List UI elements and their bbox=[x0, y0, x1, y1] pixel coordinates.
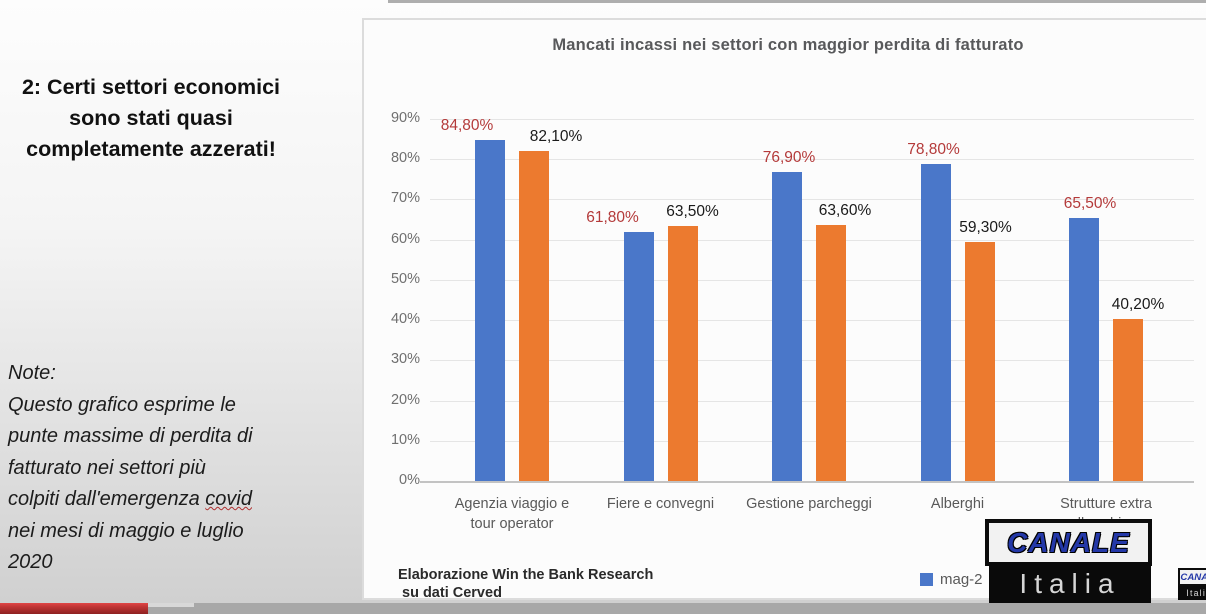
bar-orange-group-3 bbox=[816, 225, 846, 481]
note-line: nei mesi di maggio e luglio bbox=[8, 519, 244, 542]
bar-value-label: 40,20% bbox=[1111, 296, 1165, 314]
slide-note: Note: Questo grafico esprime le punte ma… bbox=[8, 358, 253, 579]
note-line: punte massime di perdita di bbox=[8, 425, 253, 447]
chart-source-note: Elaborazione Win the Bank Research su da… bbox=[398, 566, 653, 602]
x-category-label: Agenzia viaggio e tour operator bbox=[454, 496, 570, 532]
slide-headline: 2: Certi settori economici sono stati qu… bbox=[21, 75, 281, 161]
bar-orange-group-2 bbox=[667, 225, 698, 481]
video-progress-played[interactable] bbox=[0, 603, 148, 614]
bar-blue-group-2 bbox=[623, 232, 654, 481]
mini-logo-bottom: Italia bbox=[1178, 586, 1206, 600]
gridline bbox=[430, 400, 1194, 402]
y-tick-label: 90% bbox=[390, 110, 420, 126]
bar-value-label: 61,80% bbox=[586, 209, 639, 227]
y-tick-label: 20% bbox=[390, 391, 420, 408]
legend-swatch-blue bbox=[920, 573, 933, 586]
logo-text-canale: CANALE bbox=[1007, 526, 1130, 558]
bar-value-label: 65,50% bbox=[1063, 194, 1117, 212]
x-category-label: Alberghi bbox=[930, 496, 985, 512]
note-line: Questo grafico esprime le bbox=[8, 393, 236, 416]
gridline bbox=[430, 320, 1194, 322]
bar-blue-group-1 bbox=[475, 139, 505, 481]
bar-blue-group-5 bbox=[1069, 217, 1099, 481]
bar-value-label: 59,30% bbox=[959, 219, 1012, 237]
gridline bbox=[430, 199, 1194, 201]
canale-italia-logo-bottom: Italia bbox=[989, 562, 1151, 606]
video-progress-buffer bbox=[148, 603, 194, 607]
bar-value-label: 84,80% bbox=[440, 116, 494, 134]
mini-logo-text-italia: Italia bbox=[1186, 587, 1206, 598]
note-covid-word: covid bbox=[205, 488, 252, 510]
note-line: 2020 bbox=[8, 551, 53, 573]
source-line-1: Elaborazione Win the Bank Research bbox=[398, 567, 654, 583]
bar-orange-group-5 bbox=[1113, 319, 1143, 481]
y-tick-label: 70% bbox=[390, 190, 420, 207]
gridline bbox=[430, 119, 1194, 120]
y-tick-label: 40% bbox=[390, 311, 420, 328]
y-tick-label: 30% bbox=[390, 351, 420, 368]
chart-card: Mancati incassi nei settori con maggior … bbox=[362, 18, 1206, 602]
mini-logo-top: CANALE bbox=[1178, 568, 1206, 586]
x-axis-line bbox=[420, 481, 1194, 483]
bar-value-label: 82,10% bbox=[529, 127, 583, 145]
top-edge-shadow bbox=[388, 0, 1206, 3]
note-covid-prefix: colpiti dall'emergenza bbox=[8, 488, 206, 510]
y-tick-label: 10% bbox=[390, 431, 420, 448]
x-category-label: Gestione parcheggi bbox=[746, 496, 872, 512]
gridline bbox=[430, 360, 1194, 362]
source-line-2: su dati Cerved bbox=[402, 585, 502, 601]
chart-legend: mag-2 bbox=[920, 571, 983, 588]
bar-value-label: 78,80% bbox=[907, 141, 960, 159]
bar-orange-group-1 bbox=[519, 150, 549, 481]
note-line-covid: colpiti dall'emergenza covid bbox=[8, 484, 253, 516]
bar-orange-group-4 bbox=[964, 242, 995, 481]
logo-text-italia: Italia bbox=[1019, 568, 1121, 599]
y-tick-label: 60% bbox=[390, 230, 420, 247]
bar-blue-group-3 bbox=[772, 171, 802, 481]
y-tick-label: 50% bbox=[390, 270, 420, 287]
gridline bbox=[430, 440, 1194, 442]
bar-value-label: 76,90% bbox=[762, 148, 816, 166]
note-label: Note: bbox=[8, 362, 56, 384]
bar-blue-group-4 bbox=[920, 164, 951, 481]
x-category-label: Fiere e convegni bbox=[606, 496, 715, 512]
legend-label: mag-2 bbox=[940, 571, 983, 588]
gridline bbox=[430, 239, 1194, 241]
plot-area: 90% 80% 70% 60% 50% 40% 30% 20% 10% 0% 84,80% 82,10… bbox=[391, 110, 1194, 532]
y-tick-label: 80% bbox=[390, 150, 420, 167]
canale-italia-logo-mini: CANALE Italia bbox=[1178, 568, 1206, 600]
video-progress-bar[interactable] bbox=[0, 603, 1206, 614]
canale-italia-logo-top: CANALE bbox=[985, 519, 1152, 566]
y-tick-label: 0% bbox=[399, 472, 420, 488]
note-line: fatturato nei settori più bbox=[8, 456, 206, 479]
bar-value-label: 63,50% bbox=[666, 202, 719, 220]
bar-value-label: 63,60% bbox=[818, 202, 872, 220]
gridline bbox=[430, 279, 1194, 281]
mini-logo-text-canale: CANALE bbox=[1180, 571, 1206, 583]
gridline bbox=[430, 159, 1194, 161]
chart-title: Mancati incassi nei settori con maggior … bbox=[552, 36, 1024, 54]
